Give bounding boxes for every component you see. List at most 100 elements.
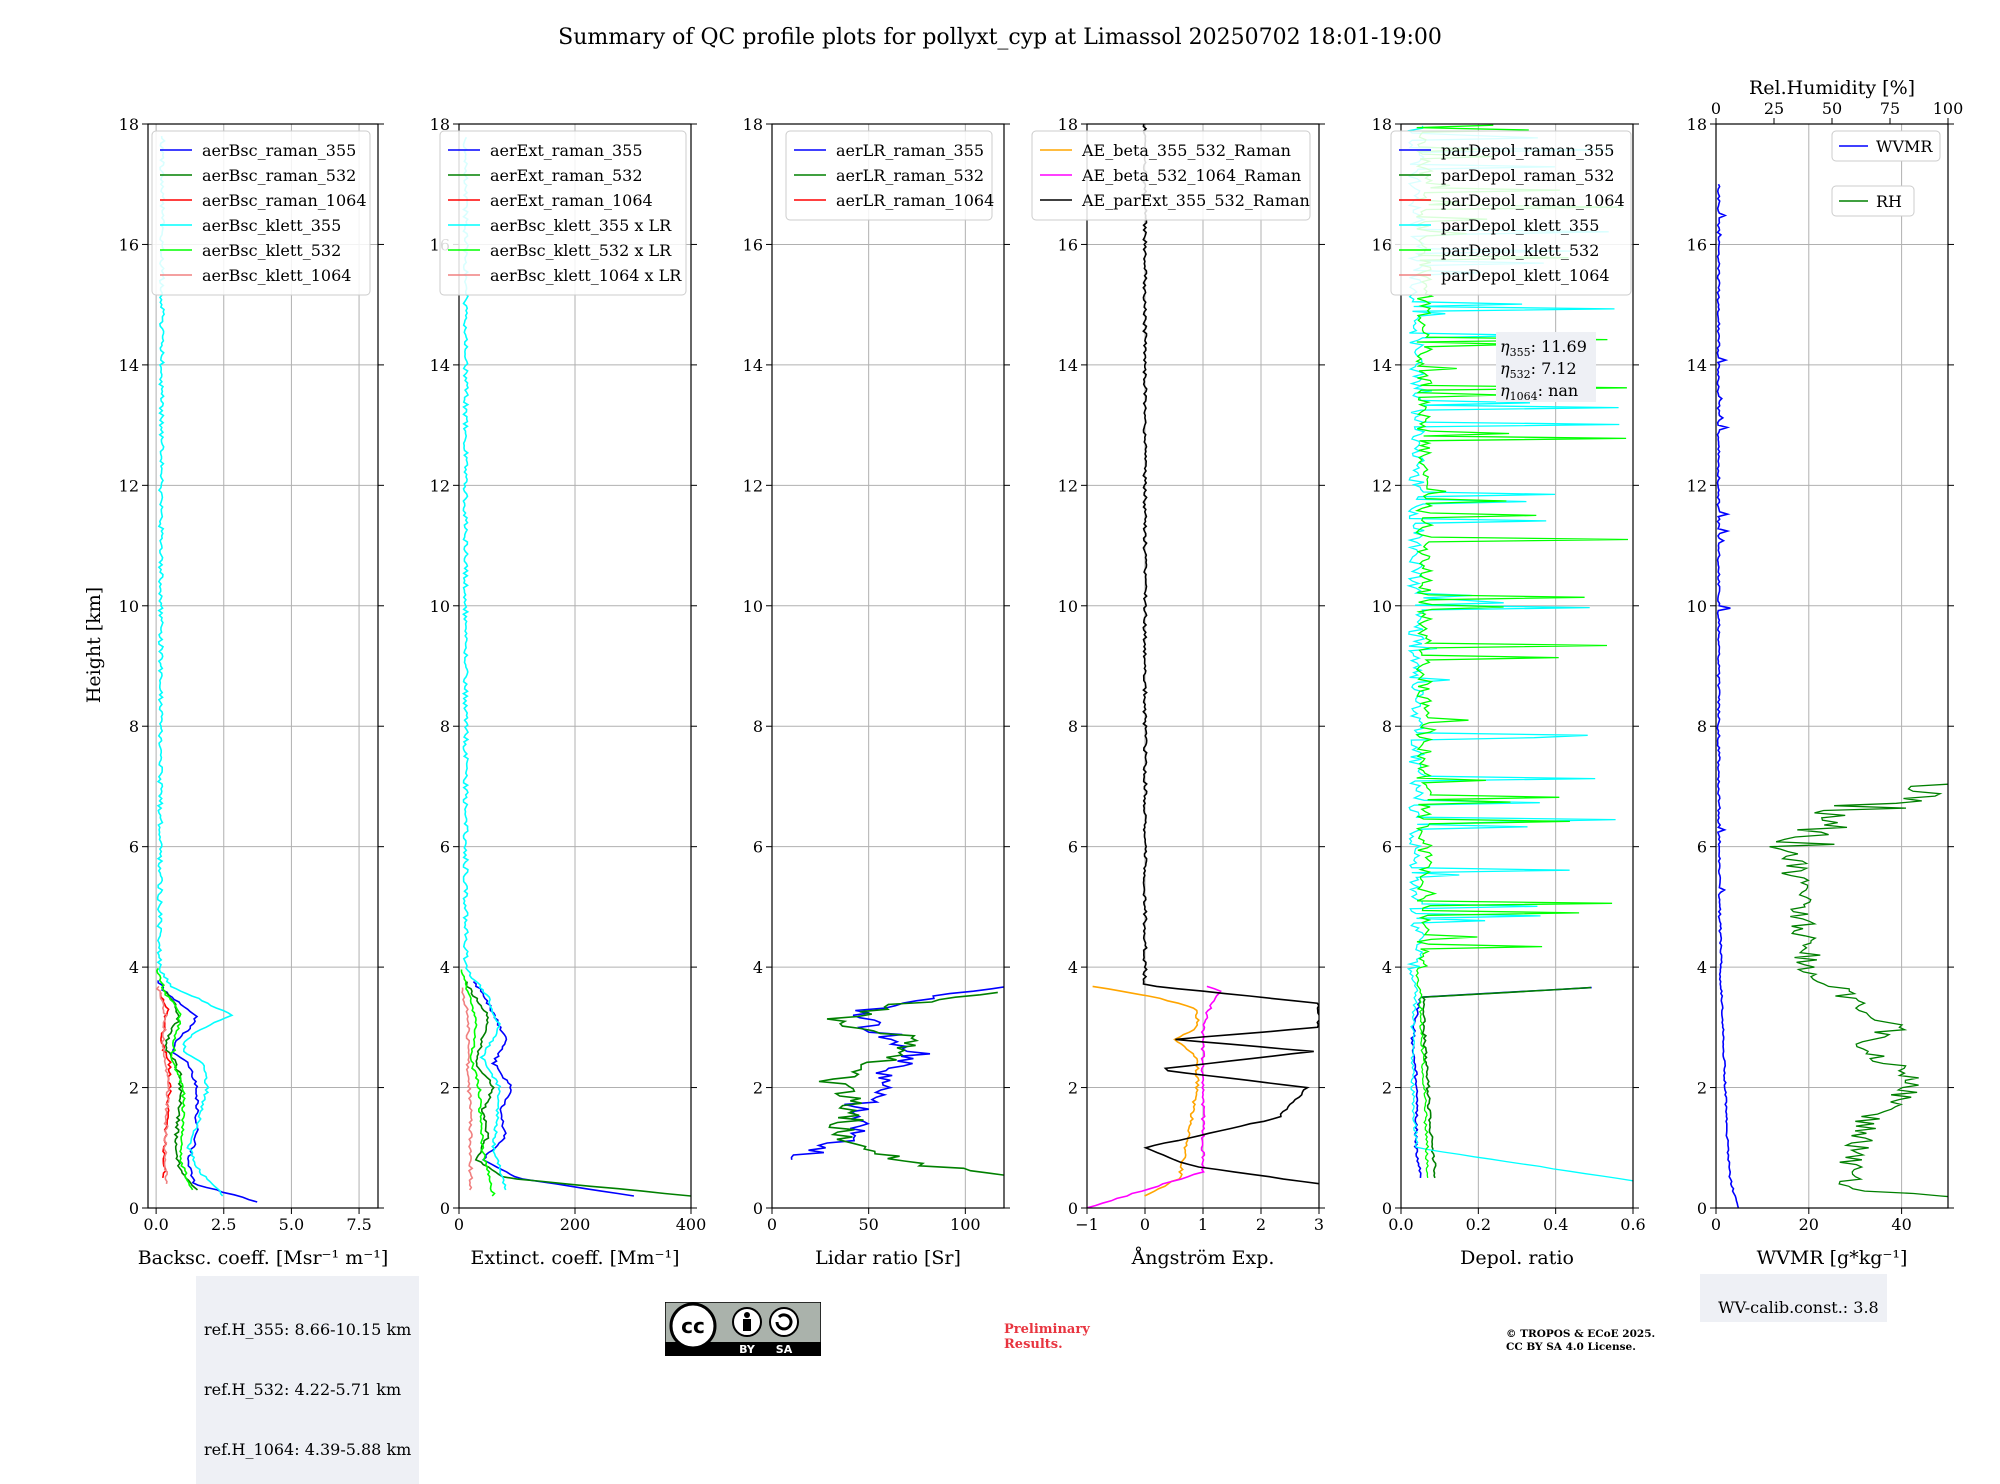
x-tick-label: 0 [1711, 1215, 1721, 1234]
legend-lidar_ratio: aerLR_raman_355 aerLR_raman_532 aerLR_rama… [785, 130, 994, 221]
legend-rh: RH [1831, 185, 1915, 217]
series-group-backscatter [155, 135, 258, 1203]
x-tick-label: 20 [1799, 1215, 1819, 1234]
legend-entry-label: aerBsc_klett_355 [202, 216, 341, 235]
x-tick-label: 5.0 [279, 1215, 304, 1234]
legend-entry-label: parDepol_raman_532 [1441, 166, 1614, 185]
panel-wvmr: 0 20 40 0 2 4 6 8 10 12 14 16 18 WVMR [g*kg⁻¹] 0 25 50 75… [1687, 77, 1964, 1269]
y-tick-label: 12 [1687, 476, 1707, 495]
x-axis-label-lidar_ratio: Lidar ratio [Sr] [815, 1247, 961, 1269]
y-tick-label: 18 [1058, 115, 1078, 134]
y-tick-label: 4 [1068, 958, 1078, 977]
legend-entry-label: aerExt_raman_355 [490, 141, 643, 160]
top-x-tick-label: 0 [1711, 99, 1721, 118]
series-line-aerbsc-klett-1064-x-lr [461, 987, 474, 1191]
y-tick-label: 12 [430, 476, 450, 495]
legend-backscatter: aerBsc_raman_355 aerBsc_raman_532 aerBsc_r… [151, 130, 371, 296]
legend-entry-label: parDepol_klett_532 [1441, 241, 1599, 260]
y-tick-label: 0 [753, 1199, 763, 1218]
x-tick-label: 0.0 [1388, 1215, 1413, 1234]
y-tick-label: 8 [1382, 717, 1392, 736]
top-axis-label-rh: Rel.Humidity [%] [1749, 77, 1915, 99]
legend-box [439, 130, 687, 296]
x-tick-label: 3 [1314, 1215, 1324, 1234]
y-tick-label: 12 [743, 476, 763, 495]
preliminary-results-note: Preliminary Results. [1004, 1322, 1090, 1352]
refh-1064: ref.H_1064: 4.39-5.88 km [204, 1440, 412, 1459]
series-line-aerbsc-klett-355-x-lr [461, 136, 507, 1191]
legend-box [1390, 130, 1632, 296]
axes-frame-depol [1400, 123, 1634, 1209]
y-tick-label: 14 [743, 356, 763, 375]
series-line-pardepol-raman-355 [1410, 986, 1592, 1178]
legend-entry-label: aerLR_raman_355 [836, 141, 984, 160]
x-tick-label: 2 [1256, 1215, 1266, 1234]
legend-entry-label: parDepol_klett_1064 [1441, 266, 1610, 285]
y-tick-label: 14 [430, 356, 450, 375]
series-line-pardepol-klett-355 [1406, 125, 1633, 1182]
top-x-tick-label: 25 [1764, 99, 1784, 118]
eta-value: : 7.12 [1531, 359, 1577, 378]
legend-depol: parDepol_raman_355 parDepol_raman_532 parD… [1390, 130, 1632, 296]
x-axis-label-depol: Depol. ratio [1460, 1247, 1574, 1269]
figure-title: Summary of QC profile plots for pollyxt_… [558, 25, 1442, 50]
x-tick-label: 50 [858, 1215, 878, 1234]
series-line-ae-parext-355-532-raman [1142, 124, 1319, 1185]
series-group-depol [1406, 124, 1633, 1182]
legend-entry-label: aerBsc_raman_532 [202, 166, 356, 185]
y-tick-label: 10 [1372, 597, 1392, 616]
y-tick-label: 2 [1068, 1079, 1078, 1098]
panel-extinction: 0200400024681012141618Extinct. coeff. [M… [430, 115, 707, 1269]
y-tick-label: 2 [129, 1079, 139, 1098]
legend-entry-label: aerBsc_klett_1064 [202, 266, 351, 285]
series-line-aerbsc-klett-532-x-lr [460, 969, 496, 1197]
y-tick-label: 6 [1382, 838, 1392, 857]
y-tick-label: 14 [119, 356, 139, 375]
top-x-tick-label: 75 [1880, 99, 1900, 118]
y-tick-label: 18 [1372, 115, 1392, 134]
cc-by-sa-license-badge[interactable]: cc BY SA [665, 1302, 821, 1356]
series-group-extinction [460, 136, 691, 1197]
eta-symbol: η [1500, 337, 1510, 356]
y-tick-label: 2 [753, 1079, 763, 1098]
y-tick-label: 0 [1382, 1199, 1392, 1218]
legend-angstrom: AE_beta_355_532_Raman AE_beta_532_1064_Ra… [1031, 130, 1311, 221]
series-group-lidar_ratio [790, 986, 1004, 1178]
y-tick-label: 16 [119, 235, 139, 254]
y-tick-label: 14 [1687, 356, 1707, 375]
legend-entry-label: WVMR [1876, 137, 1933, 156]
series-line-pardepol-raman-532 [1420, 986, 1592, 1179]
y-tick-label: 16 [1058, 235, 1078, 254]
series-line-pardepol-klett-532 [1414, 124, 1629, 1179]
y-tick-label: 12 [1058, 476, 1078, 495]
y-tick-label: 18 [430, 115, 450, 134]
y-tick-label: 6 [440, 838, 450, 857]
wv-calibration-box: WV-calib.const.: 3.8 [1700, 1274, 1887, 1322]
x-axis-label-wvmr: WVMR [g*kg⁻¹] [1757, 1247, 1908, 1269]
qc-profile-figure: Summary of QC profile plots for pollyxt_… [83, 25, 1964, 1269]
y-tick-label: 4 [1697, 958, 1707, 977]
legend-entry-label: AE_beta_532_1064_Raman [1081, 166, 1301, 185]
y-tick-label: 14 [1372, 356, 1392, 375]
legend-entry-label: aerLR_raman_532 [836, 166, 984, 185]
legend-entry-label: aerBsc_klett_532 [202, 241, 341, 260]
legend-wvmr: WVMR [1831, 130, 1941, 162]
x-tick-label: 100 [950, 1215, 981, 1234]
eta-value: : nan [1538, 381, 1579, 400]
legend-box [151, 130, 371, 296]
x-axis-label-extinction: Extinct. coeff. [Mm⁻¹] [470, 1247, 679, 1269]
by-label: BY [739, 1343, 756, 1356]
copyright-note: © TROPOS & ECoE 2025. CC BY SA 4.0 Licen… [1506, 1328, 1656, 1353]
refh-355: ref.H_355: 8.66-10.15 km [204, 1320, 412, 1339]
y-tick-label: 10 [430, 597, 450, 616]
eta-symbol: η [1500, 381, 1510, 400]
x-tick-label: 0 [1140, 1215, 1150, 1234]
series-line-rh [1769, 783, 1948, 1198]
eta-symbol: η [1500, 359, 1510, 378]
y-tick-label: 4 [129, 958, 139, 977]
series-line-aerbsc-klett-1064 [155, 985, 171, 1185]
y-tick-label: 12 [1372, 476, 1392, 495]
cc-logo-icon [669, 1302, 717, 1350]
y-tick-label: 10 [1058, 597, 1078, 616]
